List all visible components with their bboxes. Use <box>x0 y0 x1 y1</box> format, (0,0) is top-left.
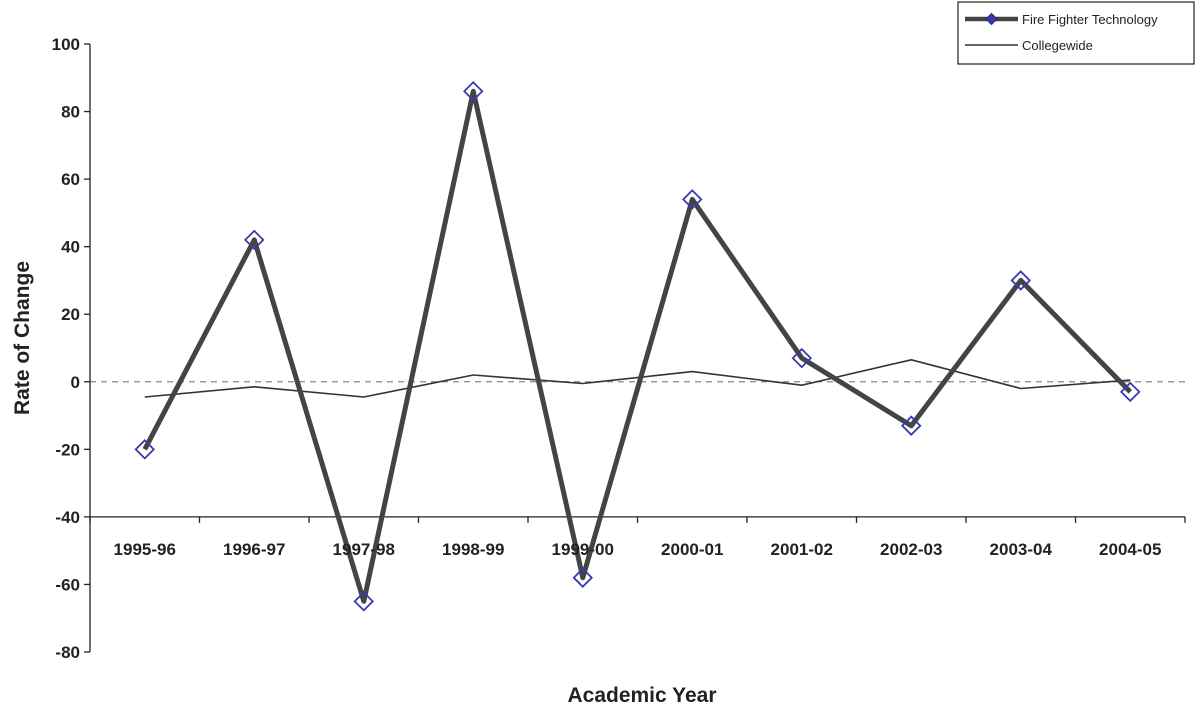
y-tick-label: -20 <box>55 440 80 459</box>
x-tick-label-2003-04: 2003-04 <box>990 540 1053 559</box>
legend-marker-diamond-icon <box>985 12 998 26</box>
y-tick-label: 20 <box>61 305 80 324</box>
data-point-fire-fighter-technology-1996-97 <box>243 229 265 251</box>
data-point-fire-fighter-technology-2001-02 <box>791 347 813 369</box>
y-tick-label: -40 <box>55 508 80 527</box>
legend-label-collegewide: Collegewide <box>1022 38 1093 53</box>
x-tick-label-1997-98: 1997-98 <box>333 540 395 559</box>
x-tick-label-2004-05: 2004-05 <box>1099 540 1161 559</box>
legend-label-fire-fighter-technology: Fire Fighter Technology <box>1022 12 1158 27</box>
y-tick-label: -60 <box>55 575 80 594</box>
x-axis-tick-labels: 1995-96 1996-97 1997-98 1998-99 1999-00 2000-… <box>114 540 1162 559</box>
series-layer <box>134 81 1141 612</box>
series-line-fire-fighter-technology <box>142 88 1133 604</box>
legend: Fire Fighter Technology Collegewide <box>957 1 1195 65</box>
x-tick-label-2001-02: 2001-02 <box>771 540 833 559</box>
x-tick-label-2000-01: 2000-01 <box>661 540 723 559</box>
x-tick-label-1999-00: 1999-00 <box>552 540 614 559</box>
y-tick-label: 0 <box>71 373 80 392</box>
x-tick-label-2002-03: 2002-03 <box>880 540 942 559</box>
data-point-fire-fighter-technology-2000-01 <box>681 189 703 210</box>
data-point-fire-fighter-technology-1999-00 <box>572 567 594 588</box>
data-point-fire-fighter-technology-2003-04 <box>1010 270 1032 291</box>
y-tick-label: 40 <box>61 238 80 257</box>
legend-box <box>957 1 1195 65</box>
data-point-fire-fighter-technology-1995-96 <box>134 439 156 460</box>
x-tick-label-1996-97: 1996-97 <box>223 540 285 559</box>
y-tick-label: -80 <box>55 643 80 662</box>
x-tick-label-1998-99: 1998-99 <box>442 540 504 559</box>
data-point-fire-fighter-technology-2004-05 <box>1119 381 1141 403</box>
axes <box>84 43 1186 653</box>
y-axis-tick-labels: 100 80 60 40 20 0 -20 -40 -60 -80 <box>52 35 80 662</box>
x-tick-label-1995-96: 1995-96 <box>114 540 176 559</box>
x-axis-title: Academic Year <box>567 684 716 707</box>
data-point-fire-fighter-technology-1997-98 <box>353 591 375 612</box>
y-axis-title: Rate of Change <box>11 261 34 415</box>
y-tick-label: 80 <box>61 103 80 122</box>
data-point-fire-fighter-technology-1998-99 <box>462 81 484 102</box>
y-tick-label: 60 <box>61 170 80 189</box>
data-point-fire-fighter-technology-2002-03 <box>900 415 922 436</box>
series-line-collegewide <box>144 358 1131 398</box>
y-tick-label: 100 <box>52 35 80 54</box>
